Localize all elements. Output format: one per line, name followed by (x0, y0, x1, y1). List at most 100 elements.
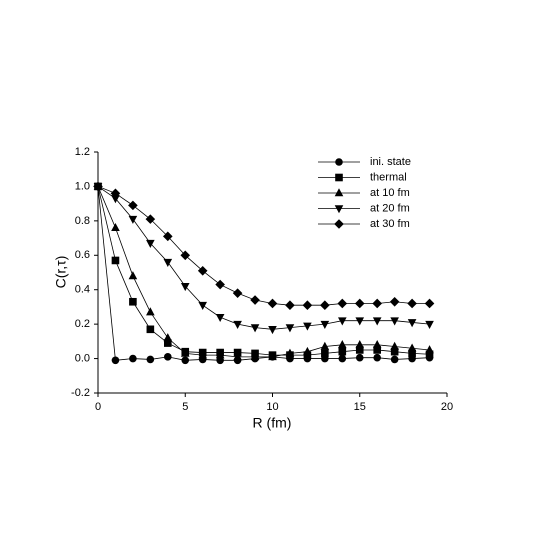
marker (129, 354, 137, 363)
marker (128, 215, 138, 224)
marker (334, 205, 344, 214)
marker (146, 325, 155, 334)
marker (334, 188, 344, 197)
marker (215, 350, 225, 359)
x-tick-label: 5 (182, 401, 188, 413)
marker (250, 324, 260, 333)
marker (335, 173, 343, 182)
marker (334, 219, 344, 229)
marker (407, 343, 417, 352)
marker (267, 298, 278, 309)
marker (110, 188, 121, 199)
marker (390, 341, 399, 350)
marker (390, 355, 399, 364)
y-tick-label: 0.6 (75, 249, 90, 261)
marker (302, 300, 313, 311)
marker (163, 258, 173, 267)
marker (355, 340, 365, 349)
marker (338, 347, 347, 356)
marker (407, 298, 417, 309)
marker (233, 352, 242, 361)
marker (197, 265, 208, 276)
legend-label: thermal (370, 171, 407, 183)
marker (285, 300, 295, 311)
legend-label: ini. state (370, 156, 411, 168)
marker (146, 307, 155, 316)
marker (215, 279, 225, 290)
marker (320, 320, 330, 329)
marker (372, 340, 382, 349)
marker (180, 348, 190, 357)
marker (215, 313, 225, 323)
marker (285, 348, 295, 357)
marker (389, 296, 400, 307)
legend-label: at 30 fm (370, 218, 410, 230)
marker (145, 214, 156, 224)
marker (285, 324, 295, 333)
marker (354, 298, 365, 309)
marker (355, 346, 364, 354)
marker (355, 317, 365, 326)
marker (268, 326, 277, 335)
marker (268, 352, 277, 361)
y-axis-title: C(r,τ) (53, 256, 69, 289)
marker (408, 349, 416, 358)
marker (198, 301, 207, 311)
y-tick-label: 1.0 (75, 180, 90, 192)
marker (164, 353, 172, 361)
marker (163, 231, 173, 242)
marker (335, 158, 343, 166)
marker (338, 340, 347, 349)
marker (320, 341, 330, 350)
marker (303, 351, 312, 359)
x-tick-label: 10 (266, 401, 278, 413)
marker (425, 350, 434, 359)
marker (338, 354, 347, 363)
marker (373, 353, 382, 362)
marker (129, 297, 137, 306)
marker (303, 346, 312, 355)
series-line (97, 186, 430, 330)
marker (164, 339, 172, 347)
marker (390, 347, 399, 356)
marker (111, 356, 120, 365)
marker (425, 320, 434, 329)
marker (111, 195, 120, 204)
marker (373, 346, 381, 354)
marker (198, 350, 207, 359)
y-tick-label: 0.2 (75, 318, 90, 330)
marker (390, 317, 399, 326)
marker (338, 317, 347, 326)
legend-label: at 10 fm (370, 187, 410, 199)
marker (146, 355, 155, 364)
marker (320, 300, 330, 311)
marker (233, 320, 242, 329)
marker (232, 288, 243, 298)
x-tick-label: 20 (441, 401, 453, 413)
marker (146, 239, 155, 249)
x-tick-label: 15 (354, 401, 366, 413)
marker (181, 356, 190, 365)
y-tick-label: 0.8 (75, 215, 90, 227)
marker (111, 256, 120, 265)
marker (372, 317, 382, 326)
series-line (97, 186, 430, 358)
legend-label: at 20 fm (370, 202, 410, 214)
y-tick-label: 0.0 (75, 352, 90, 364)
marker (372, 298, 382, 309)
marker (321, 349, 329, 358)
marker (180, 282, 190, 292)
marker (425, 345, 434, 354)
marker (303, 322, 312, 331)
marker (163, 333, 173, 342)
marker (407, 319, 417, 328)
marker (111, 222, 120, 232)
marker (424, 298, 435, 309)
marker (128, 200, 138, 211)
y-tick-label: 1.2 (75, 146, 90, 158)
marker (93, 181, 103, 192)
x-tick-label: 0 (95, 401, 101, 413)
marker (128, 271, 138, 280)
y-tick-label: -0.2 (71, 387, 90, 399)
